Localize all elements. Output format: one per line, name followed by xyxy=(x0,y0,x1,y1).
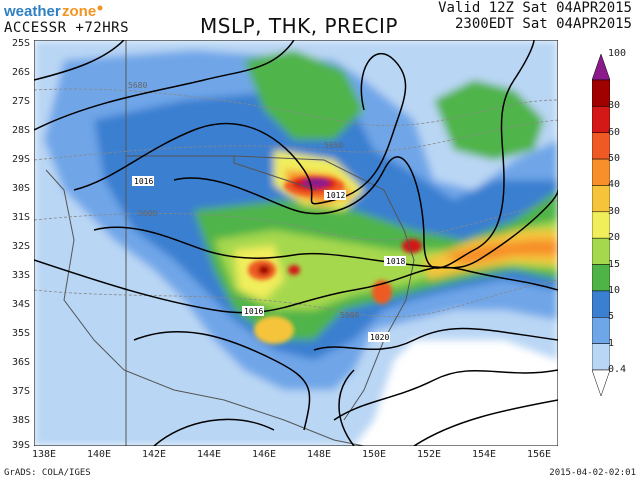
lon-label: 152E xyxy=(416,449,442,460)
precip-map: 1016 1012 1018 1016 1020 5680 5650 5600 … xyxy=(34,40,558,446)
colorbar-label: 5 xyxy=(608,311,615,323)
lat-label: 36S xyxy=(11,357,30,368)
isobars xyxy=(34,40,558,446)
borders xyxy=(45,40,415,446)
lon-label: 150E xyxy=(361,449,387,460)
precip-colorbar xyxy=(592,54,610,396)
colorbar-label: 30 xyxy=(608,205,621,217)
weatherzone-logo: weather zone xyxy=(4,3,103,20)
contour-labels: 1016 1012 1018 1016 1020 5680 5650 5600 … xyxy=(128,81,406,342)
lat-label: 33S xyxy=(11,270,30,281)
thickness-label: 5600 xyxy=(340,311,359,320)
lon-label: 140E xyxy=(86,449,112,460)
lat-label: 38S xyxy=(11,415,30,426)
model-label: ACCESSR +72HRS xyxy=(4,20,130,36)
isobar-label: 1018 xyxy=(386,257,405,266)
lat-label: 31S xyxy=(11,212,30,223)
colorbar-label: 50 xyxy=(608,153,621,165)
valid-time-utc: Valid 12Z Sat 04APR2015 xyxy=(438,0,632,16)
isobar-label: 1020 xyxy=(370,333,389,342)
footer-timestamp: 2015-04-02-02:01 xyxy=(549,468,636,478)
thickness-label: 5600 xyxy=(138,209,157,218)
footer-credit: GrADS: COLA/IGES xyxy=(4,468,91,478)
lon-label: 154E xyxy=(471,449,497,460)
colorbar-label: 40 xyxy=(608,179,621,191)
colorbar-label: 60 xyxy=(608,126,621,138)
colorbar-label: 20 xyxy=(608,232,621,244)
colorbar-bottom xyxy=(592,369,610,396)
lat-label: 39S xyxy=(11,440,30,451)
isobar-label: 1016 xyxy=(244,307,263,316)
valid-time-local: 2300EDT Sat 04APR2015 xyxy=(454,16,632,32)
lat-label: 37S xyxy=(11,386,30,397)
colorbar-label: 15 xyxy=(608,258,621,270)
svg-text:weather: weather xyxy=(4,3,61,20)
lat-label: 27S xyxy=(11,96,30,107)
lon-label: 148E xyxy=(306,449,332,460)
colorbar-label: 0.4 xyxy=(608,364,627,375)
lon-label: 146E xyxy=(251,449,277,460)
lon-label: 142E xyxy=(141,449,167,460)
lon-label: 156E xyxy=(526,449,552,460)
lat-label: 34S xyxy=(11,299,30,310)
lat-label: 30S xyxy=(11,183,30,194)
isobar-label: 1016 xyxy=(134,177,153,186)
lon-label: 144E xyxy=(196,449,222,460)
chart-title: MSLP, THK, PRECIP xyxy=(200,14,398,38)
svg-text:zone: zone xyxy=(62,3,96,20)
lat-label: 28S xyxy=(11,125,30,136)
lat-label: 32S xyxy=(11,241,30,252)
lat-label: 25S xyxy=(11,38,30,49)
thickness-label: 5680 xyxy=(128,81,147,90)
isobar-label: 1012 xyxy=(326,191,345,200)
colorbar-label: 80 xyxy=(608,100,621,112)
lat-label: 35S xyxy=(11,328,30,339)
lon-label: 138E xyxy=(31,449,57,460)
colorbar-label: 1 xyxy=(608,337,615,349)
colorbar-label: 100 xyxy=(608,48,627,59)
thickness-label: 5650 xyxy=(324,141,343,150)
thickness-lines xyxy=(34,88,558,317)
lat-label: 26S xyxy=(11,67,30,78)
lat-label: 29S xyxy=(11,154,30,165)
colorbar-label: 10 xyxy=(608,284,621,296)
